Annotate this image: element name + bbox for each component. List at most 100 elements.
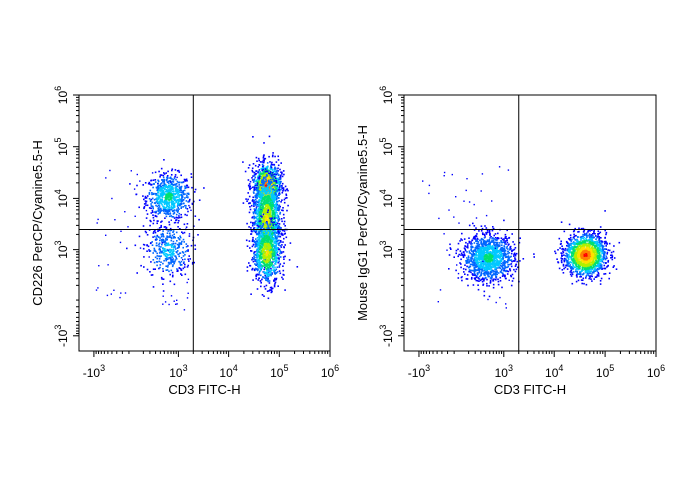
data-point (261, 179, 263, 181)
data-point (170, 181, 172, 183)
data-point (175, 183, 178, 185)
data-point (165, 215, 168, 218)
data-point (181, 200, 183, 202)
data-point (151, 241, 153, 243)
data-point (284, 189, 287, 192)
data-point (268, 270, 270, 273)
data-point (265, 245, 267, 248)
data-point (271, 290, 273, 293)
data-point (171, 199, 173, 202)
y-tick-label: 103 (53, 240, 70, 258)
data-point (171, 234, 174, 237)
data-point (259, 235, 262, 237)
data-point (156, 264, 158, 267)
data-point (166, 181, 169, 184)
data-point (275, 181, 278, 184)
data-point (281, 229, 284, 232)
data-point (267, 169, 269, 172)
data-point (473, 259, 476, 262)
data-point (173, 209, 176, 211)
data-point (186, 192, 189, 195)
data-point (481, 280, 484, 283)
data-point (168, 215, 171, 218)
data-point (277, 155, 279, 158)
data-point (179, 235, 181, 238)
data-point (170, 183, 173, 185)
data-point (252, 136, 254, 138)
data-point (462, 268, 465, 270)
data-point (203, 187, 205, 189)
data-point (182, 255, 185, 257)
data-point (278, 227, 281, 230)
data-point (474, 257, 476, 259)
data-point (463, 251, 465, 253)
data-point (478, 271, 480, 274)
data-point (266, 241, 269, 243)
data-point (482, 239, 485, 241)
data-point (184, 197, 186, 199)
data-point (166, 253, 169, 256)
data-point (505, 247, 508, 249)
data-point (278, 180, 280, 182)
data-point (269, 187, 272, 189)
data-point (269, 178, 272, 181)
data-point (254, 209, 257, 211)
data-point (168, 182, 170, 184)
data-point (274, 282, 276, 285)
data-point (266, 162, 269, 164)
data-point (97, 218, 99, 221)
data-point (172, 200, 174, 203)
data-point (263, 285, 266, 288)
data-point (261, 183, 264, 186)
data-point (507, 255, 510, 257)
data-point (267, 196, 270, 199)
data-point (501, 264, 504, 266)
data-point (512, 277, 515, 280)
data-point (263, 254, 265, 257)
data-point (481, 268, 483, 270)
data-point (260, 183, 263, 185)
data-point (154, 179, 157, 181)
data-point (473, 250, 475, 252)
data-point (477, 264, 479, 266)
data-point (471, 273, 474, 275)
data-point (264, 237, 267, 239)
data-point (255, 204, 257, 206)
data-point (281, 187, 283, 190)
data-point (279, 205, 281, 208)
data-point (174, 246, 176, 248)
data-point (174, 245, 176, 247)
data-point (270, 166, 273, 169)
data-point (258, 176, 261, 179)
data-point (170, 205, 173, 208)
plot-frame (403, 94, 657, 352)
data-point (515, 268, 518, 271)
data-point (163, 241, 165, 244)
data-point (159, 190, 162, 192)
data-point (181, 240, 183, 243)
data-point (168, 303, 170, 306)
data-point (270, 233, 273, 236)
data-point (260, 215, 262, 217)
data-point (158, 255, 160, 257)
data-point (172, 187, 174, 189)
data-point (276, 169, 278, 172)
data-point (270, 199, 273, 201)
data-point (173, 217, 176, 219)
data-point (267, 254, 270, 257)
data-point (277, 230, 279, 232)
data-point (273, 245, 276, 248)
data-point (256, 197, 258, 199)
data-point (172, 195, 175, 198)
data-point (267, 176, 270, 179)
data-point (152, 214, 154, 216)
data-point (162, 270, 164, 272)
data-point (261, 194, 263, 196)
data-point (260, 250, 263, 253)
data-point (499, 276, 502, 279)
data-point (254, 216, 256, 219)
data-point (248, 211, 251, 214)
data-point (266, 216, 268, 218)
data-point (175, 251, 178, 253)
data-point (275, 232, 278, 234)
